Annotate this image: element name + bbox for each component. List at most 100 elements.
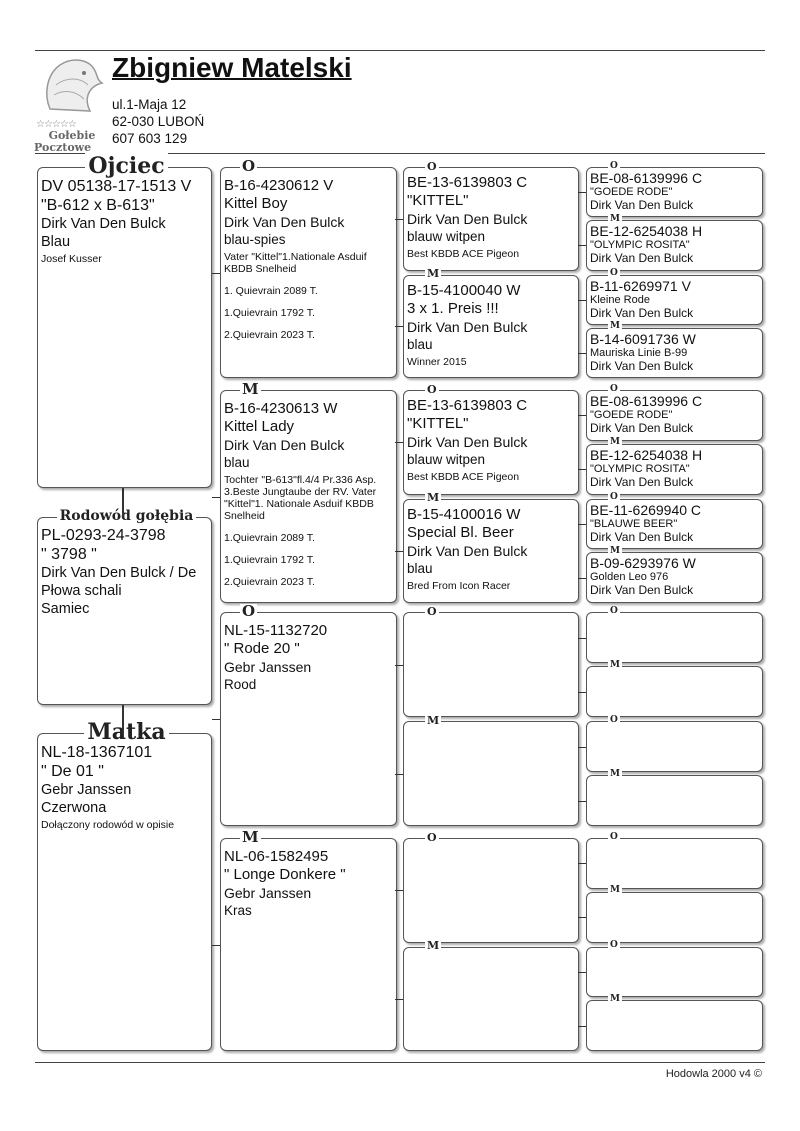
note: Best KBDB ACE Pigeon <box>407 471 520 483</box>
label-text: M <box>610 545 620 556</box>
connector-line <box>578 971 586 973</box>
pigeon-name: "GOEDE RODE" <box>590 409 673 421</box>
label-text: O <box>427 382 437 396</box>
generation-label: M <box>240 827 261 846</box>
pigeon-name: Golden Leo 976 <box>590 571 669 584</box>
connector-line <box>395 998 403 1000</box>
pedigree-box-mother: NL-18-1367101 " De 01 " Gebr Janssen Czerwo… <box>37 733 212 1051</box>
breeder: Gebr Janssen <box>224 885 312 901</box>
pigeon-head-icon <box>46 59 104 112</box>
label-text: O <box>610 268 618 278</box>
connector-line <box>395 664 403 666</box>
breeder: Dirk Van Den Bulck <box>590 358 694 373</box>
footer-credit: Hodowla 2000 v4 © <box>665 1068 762 1080</box>
logo-text-1: Gołebie <box>48 129 96 142</box>
label-text: O <box>610 831 618 842</box>
ring-number: DV 05138-17-1513 V <box>41 178 192 195</box>
connector-line <box>212 719 220 720</box>
connector-line <box>578 577 586 579</box>
breeder: Dirk Van Den Bulck <box>590 529 694 544</box>
pedigree-box-great-grandparent <box>586 666 763 717</box>
color: Rood <box>224 677 257 692</box>
generation-label: O <box>608 384 620 394</box>
ring-number: B-15-4100016 W <box>407 505 521 523</box>
logo: ☆☆☆☆☆ Gołebie Pocztowe <box>34 55 108 154</box>
ring-number: BE-11-6269940 C <box>590 502 702 518</box>
header-rule <box>35 153 765 154</box>
label-text: Matka <box>84 719 169 745</box>
pedigree-box-grandparent: BE-13-6139803 C "KITTEL" Dirk Van Den Bulc… <box>403 167 579 271</box>
ring-number: NL-18-1367101 <box>41 744 153 761</box>
connector-line <box>578 415 586 417</box>
pigeon-name: "BLAUWE BEER" <box>590 517 678 530</box>
ring-number: B-15-4100040 W <box>407 281 521 299</box>
connector-line <box>578 746 586 748</box>
color: blau <box>407 336 433 352</box>
connector-line <box>395 218 403 220</box>
breeder: Dirk Van Den Bulck <box>590 421 694 435</box>
pedigree-box-father: DV 05138-17-1513 V "B-612 x B-613" Dirk Va… <box>37 167 212 488</box>
sex: Samiec <box>41 601 90 617</box>
label-text: M <box>610 213 620 224</box>
ring-number: PL-0293-24-3798 <box>41 527 166 544</box>
pedigree-box-great-grandparent <box>586 946 763 998</box>
generation-label: O <box>608 831 620 842</box>
logo-stars: ☆☆☆☆☆ <box>36 119 77 130</box>
pedigree-box-pigeon: PL-0293-24-3798 " 3798 " Dirk Van Den Bulc… <box>37 517 212 705</box>
connector-line <box>122 488 124 517</box>
pigeon-name: Mauriska Linie B-99 <box>590 346 688 359</box>
pedigree-box-great-grandparent: BE-12-6254038 H "OLYMPIC ROSITA" Dirk Van … <box>586 220 763 271</box>
connector-line <box>212 272 220 274</box>
breeder: Dirk Van Den Bulck <box>407 434 528 450</box>
label-text: M <box>427 267 440 280</box>
logo-text-2: Pocztowe <box>34 141 92 154</box>
pedigree-box-great-grandparent: BE-12-6254038 H "OLYMPIC ROSITA" Dirk Van … <box>586 443 763 495</box>
ring-number: B-11-6269971 V <box>590 278 691 294</box>
generation-label: Ojciec <box>37 153 216 179</box>
generation-label: M <box>608 886 622 896</box>
breeder: Dirk Van Den Bulck <box>407 542 528 559</box>
color: blau <box>224 455 250 470</box>
label-text: Ojciec <box>85 153 168 179</box>
connector-line <box>578 1025 586 1027</box>
color: Blau <box>41 234 71 250</box>
breeder: Dirk Van Den Bulck <box>224 437 345 453</box>
label-text: M <box>610 768 620 779</box>
breeder: Dirk Van Den Bulck <box>407 211 528 227</box>
generation-label: Rodowód gołębia <box>37 508 216 524</box>
ring-number: BE-08-6139996 C <box>590 171 703 186</box>
connector-line <box>578 523 586 525</box>
label-text: O <box>610 492 618 502</box>
note: Josef Kusser <box>41 253 102 265</box>
generation-label: O <box>608 269 620 278</box>
color: Kras <box>224 903 252 918</box>
ring-number: B-16-4230612 V <box>224 177 334 194</box>
pedigree-box-grandparent <box>403 612 579 717</box>
connector-line <box>578 917 586 919</box>
breeder: Dirk Van Den Bulck <box>590 583 694 598</box>
color: blauw witpen <box>407 452 486 467</box>
pedigree-box-great-grandparent <box>586 1000 763 1051</box>
label-text: O <box>427 604 437 618</box>
ring-number: BE-13-6139803 C <box>407 174 528 191</box>
breeder: Dirk Van Den Bulck / De <box>41 565 197 581</box>
breeder: Dirk Van Den Bulck <box>224 214 345 230</box>
pigeon-name: Kittel Lady <box>224 418 295 435</box>
pigeon-name: Special Bl. Beer <box>407 523 514 541</box>
pedigree-box-great-grandparent: B-09-6293976 W Golden Leo 976 Dirk Van Den… <box>586 552 763 603</box>
label-text: M <box>242 827 259 846</box>
pedigree-box-great-grandparent: BE-08-6139996 C "GOEDE RODE" Dirk Van Den … <box>586 390 763 441</box>
ring-number: B-14-6091736 W <box>590 331 696 347</box>
label-text: O <box>427 159 437 173</box>
generation-label: M <box>608 545 622 556</box>
label-text: O <box>610 160 618 171</box>
generation-label: Matka <box>37 719 216 745</box>
ring-number: NL-06-1582495 <box>224 848 329 865</box>
pedigree-box-great-grandparent: BE-08-6139996 C "GOEDE RODE" Dirk Van Den … <box>586 167 763 218</box>
pedigree-box-parent: B-16-4230612 V Kittel Boy Dirk Van Den Bul… <box>220 167 397 378</box>
pigeon-name: " Longe Donkere " <box>224 866 346 883</box>
pedigree-box-grandparent <box>403 946 579 1051</box>
pedigree-box-great-grandparent <box>586 612 763 663</box>
connector-line <box>578 245 586 247</box>
pedigree-box-great-grandparent: B-11-6269971 V Kleine Rode Dirk Van Den Bu… <box>586 274 763 325</box>
